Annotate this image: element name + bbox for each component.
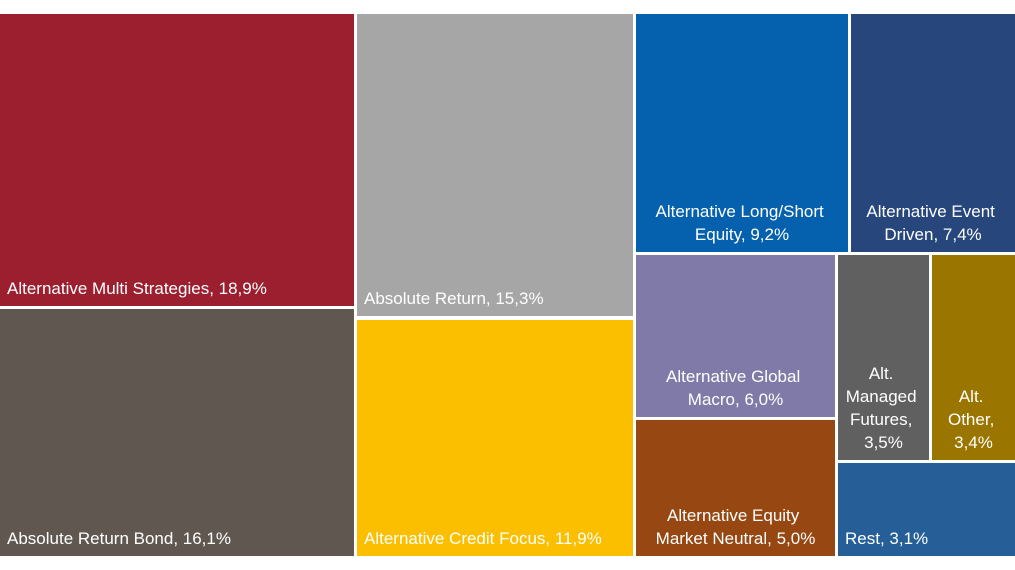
tile-label: Alternative Multi Strategies, 18,9% [7,279,267,298]
tile [636,14,848,252]
tile [636,255,835,417]
tile [932,255,1015,460]
tile-label: Alternative Event Driven, 7,4% [866,202,999,244]
tile-label: Rest, 3,1% [845,529,928,548]
tile-label: Alternative Credit Focus, 11,9% [364,529,602,548]
tile-label: Alternative Long/Short Equity, 9,2% [656,202,829,244]
tile [636,420,835,556]
tile [357,320,633,556]
tile [0,14,354,306]
tile-label: Absolute Return, 15,3% [364,289,544,308]
tile-label: Alternative Global Macro, 6,0% [666,367,805,409]
tile-label: Alt. Other, 3,4% [948,387,999,452]
tile-label: Alt. Managed Futures, 3,5% [846,364,922,452]
tile [838,255,929,460]
tile [851,14,1015,252]
tile-label: Alternative Equity Market Neutral, 5,0% [656,506,816,548]
tile [838,463,1015,556]
tile [0,309,354,556]
tile [357,14,633,316]
tile-label: Absolute Return Bond, 16,1% [7,529,231,548]
